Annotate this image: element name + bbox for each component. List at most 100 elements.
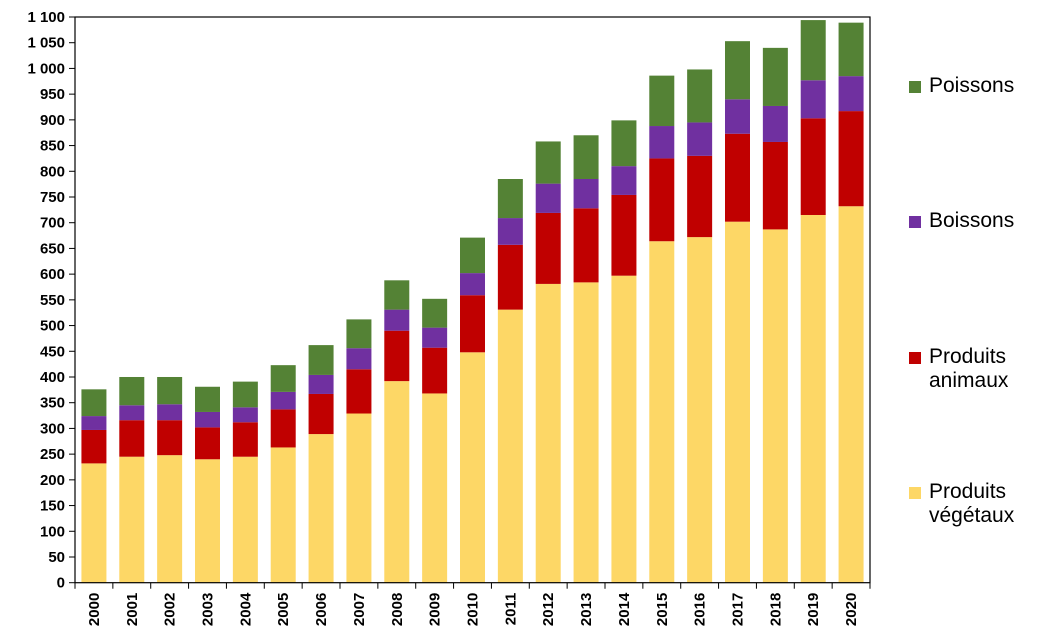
bar-segment-boissons-2000 (81, 416, 107, 430)
bar-segment-produits-animaux-2012 (535, 212, 561, 284)
bar-segment-poissons-2020 (838, 22, 864, 77)
x-tick-label: 2016 (692, 593, 709, 626)
bar-segment-produits-v-g-taux-2008 (384, 381, 410, 583)
x-axis-ticks: 2000 2001 2002 2003 2004 2005 2006 2007 2008 2009… (74, 582, 871, 626)
bar-segment-poissons-2012 (535, 141, 561, 184)
bar-segment-produits-animaux-2014 (611, 194, 637, 276)
bar-segment-produits-animaux-2019 (800, 118, 826, 215)
bar-segment-boissons-2003 (195, 411, 220, 428)
y-tick-label: 850 (40, 138, 65, 155)
legend-label-boissons: Boissons (929, 209, 1015, 232)
y-tick-label: 250 (40, 446, 65, 463)
y-tick-label: 700 (40, 215, 65, 232)
y-tick-label: 1 000 (27, 60, 65, 77)
legend-swatch-produits-animaux (909, 352, 921, 364)
legend-swatch-boissons (909, 216, 921, 228)
y-axis-ticks: 0 50 100 150 200 250 300 350 400 450 500 550 600 650 7… (27, 9, 75, 592)
y-tick-label: 350 (40, 395, 65, 412)
x-tick-label: 2006 (313, 593, 330, 626)
bar-segment-produits-v-g-taux-2018 (762, 229, 788, 583)
x-tick-label: 2007 (351, 593, 368, 626)
bar-segment-produits-animaux-2018 (762, 141, 788, 230)
x-tick-label: 2019 (805, 593, 822, 626)
x-tick-label: 2012 (540, 593, 557, 626)
y-tick-label: 950 (40, 86, 65, 103)
bar-segment-produits-animaux-2008 (384, 330, 410, 382)
bar-segment-boissons-2001 (119, 405, 145, 421)
bar-segment-poissons-2007 (346, 319, 372, 349)
y-tick-label: 400 (40, 369, 65, 386)
bar-segment-poissons-2004 (232, 381, 258, 408)
y-tick-label: 300 (40, 420, 65, 437)
bar-segment-boissons-2013 (573, 179, 599, 209)
y-tick-label: 50 (48, 549, 65, 566)
bar-segment-produits-v-g-taux-2009 (422, 393, 448, 583)
bar-segment-poissons-2001 (119, 376, 145, 406)
bar-segment-boissons-2007 (346, 348, 372, 370)
bar-segment-boissons-2014 (611, 166, 637, 195)
bar-segment-boissons-2019 (800, 80, 826, 119)
y-tick-label: 1 100 (27, 9, 65, 26)
bar-segment-produits-animaux-2017 (725, 133, 750, 222)
x-tick-label: 2020 (843, 593, 860, 626)
x-tick-label: 2010 (465, 593, 482, 626)
y-tick-label: 450 (40, 343, 65, 360)
bar-segment-poissons-2017 (725, 41, 750, 100)
y-tick-label: 550 (40, 292, 65, 309)
y-tick-label: 150 (40, 498, 65, 515)
x-tick-label: 2004 (237, 592, 254, 626)
bar-segment-produits-v-g-taux-2003 (195, 459, 220, 583)
bar-segment-boissons-2010 (460, 273, 485, 296)
y-tick-label: 0 (57, 575, 65, 592)
y-tick-label: 1 050 (27, 35, 65, 52)
bar-segment-poissons-2003 (195, 386, 220, 412)
y-tick-label: 900 (40, 112, 65, 129)
bar-segment-boissons-2004 (232, 407, 258, 423)
bar-segment-poissons-2005 (270, 365, 296, 392)
bar-segment-produits-v-g-taux-2019 (800, 215, 826, 583)
bar-segment-produits-v-g-taux-2014 (611, 275, 637, 583)
y-tick-label: 500 (40, 318, 65, 335)
x-tick-label: 2003 (200, 593, 217, 626)
bar-segment-poissons-2010 (460, 237, 485, 274)
bar-segment-boissons-2002 (157, 404, 183, 421)
bar-segment-produits-v-g-taux-2004 (232, 456, 258, 583)
bar-segment-boissons-2020 (838, 76, 864, 112)
bar-segment-boissons-2018 (762, 105, 788, 142)
bar-segment-produits-v-g-taux-2007 (346, 413, 372, 583)
bar-segment-produits-v-g-taux-2001 (119, 456, 145, 583)
x-tick-label: 2014 (616, 592, 633, 626)
bar-segment-poissons-2013 (573, 135, 599, 179)
bar-segment-boissons-2008 (384, 309, 410, 331)
y-tick-label: 200 (40, 472, 65, 489)
x-tick-label: 2000 (86, 593, 103, 626)
bar-segment-produits-animaux-2013 (573, 208, 599, 283)
bar-segment-produits-v-g-taux-2000 (81, 463, 107, 583)
x-tick-label: 2001 (124, 593, 141, 626)
x-tick-label: 2018 (767, 593, 784, 626)
bar-segment-produits-v-g-taux-2006 (308, 434, 334, 583)
x-tick-label: 2002 (162, 593, 179, 626)
bar-segment-produits-v-g-taux-2005 (270, 447, 296, 583)
bar-segment-produits-animaux-2005 (270, 409, 296, 448)
bar-segment-poissons-2011 (497, 179, 523, 219)
legend-label-produits-vegetaux: Produits végétaux (929, 480, 1015, 527)
bar-segment-produits-v-g-taux-2016 (687, 237, 713, 583)
y-tick-label: 750 (40, 189, 65, 206)
bar-segment-produits-animaux-2016 (687, 155, 713, 238)
bar-segment-produits-v-g-taux-2013 (573, 282, 599, 583)
y-tick-label: 800 (40, 163, 65, 180)
bar-segment-produits-animaux-2020 (838, 111, 864, 207)
bar-segment-boissons-2012 (535, 183, 561, 213)
bar-segment-boissons-2009 (422, 327, 448, 348)
y-tick-label: 600 (40, 266, 65, 283)
bars-layer (81, 20, 864, 583)
bar-segment-produits-v-g-taux-2010 (460, 352, 485, 583)
bar-segment-boissons-2006 (308, 374, 334, 394)
bar-segment-produits-animaux-2000 (81, 429, 107, 464)
x-tick-label: 2008 (389, 593, 406, 626)
bar-segment-produits-v-g-taux-2017 (725, 221, 750, 583)
legend-label-produits-animaux: Produits animaux (929, 345, 1009, 392)
bar-segment-produits-animaux-2010 (460, 295, 485, 353)
